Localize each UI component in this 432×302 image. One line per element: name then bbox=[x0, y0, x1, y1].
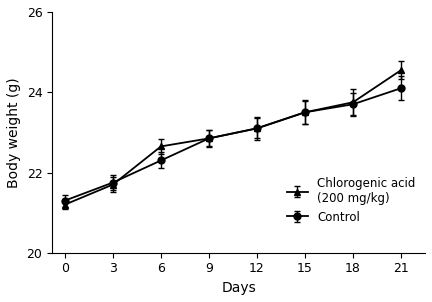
Y-axis label: Body weight (g): Body weight (g) bbox=[7, 77, 21, 188]
X-axis label: Days: Days bbox=[221, 281, 256, 295]
Legend: Chlorogenic acid
(200 mg/kg), Control: Chlorogenic acid (200 mg/kg), Control bbox=[283, 174, 419, 228]
